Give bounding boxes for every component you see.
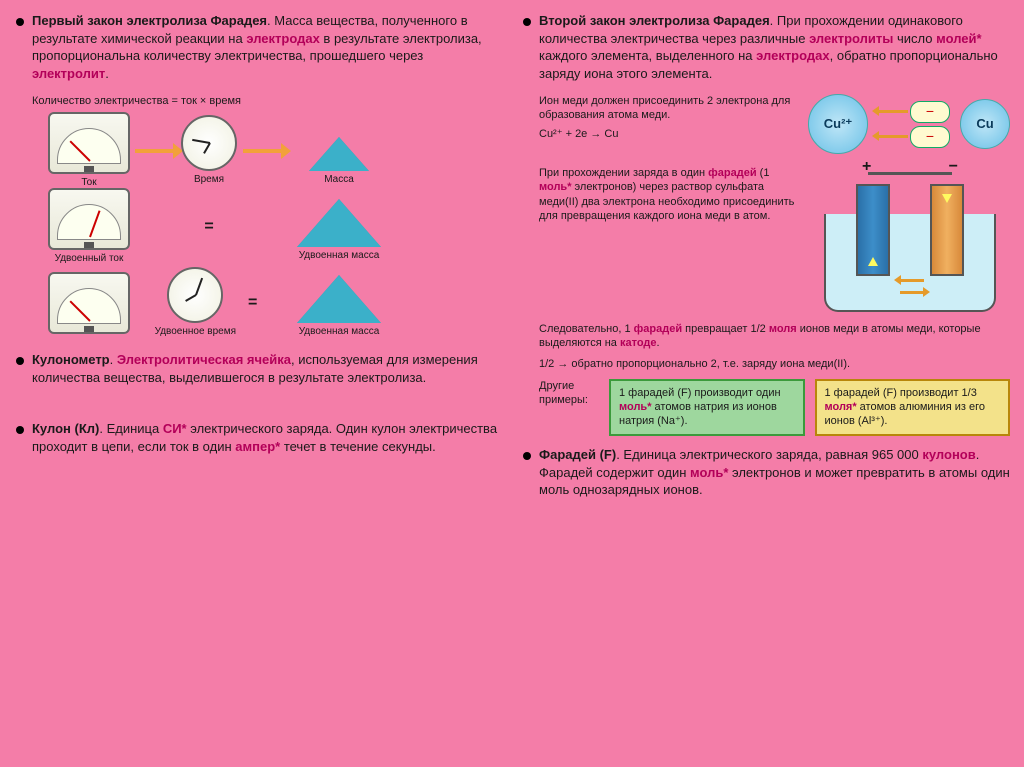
label-double-mass: Удвоенная масса	[299, 249, 380, 263]
example-box-aluminium: 1 фарадей (F) производит 1/3 моля* атомо…	[815, 379, 1011, 436]
charge-paragraph: При прохождении заряда в один фарадей (1…	[539, 166, 802, 223]
cu2plus-ion-icon: Cu²⁺	[808, 94, 868, 154]
coulometer-paragraph: Кулонометр. Электролитическая ячейка, ис…	[32, 351, 503, 386]
ion-text: Ион меди должен присоединить 2 электрона…	[539, 94, 800, 123]
mass-pile-icon	[294, 191, 384, 247]
coulomb-paragraph: Кулон (Кл). Единица СИ* электрического з…	[32, 420, 503, 455]
equals-sign: =	[248, 292, 257, 314]
anode-icon	[930, 184, 964, 276]
label-double-current: Удвоенный ток	[55, 252, 124, 266]
arrow-icon	[878, 110, 908, 113]
cu-atom-icon: Cu	[960, 99, 1010, 149]
electricity-formula: Количество электричества = ток × время	[32, 94, 503, 109]
example-box-sodium: 1 фарадей (F) производит один моль* атом…	[609, 379, 805, 436]
ammeter-icon	[48, 112, 130, 174]
label-double-mass-2: Удвоенная масса	[299, 325, 380, 339]
second-law-paragraph: Второй закон электролиза Фарадея. При пр…	[539, 12, 1010, 82]
bullet-icon	[16, 18, 24, 26]
first-law-paragraph: Первый закон электролиза Фарадея. Масса …	[32, 12, 503, 82]
consequence-paragraph: Следовательно, 1 фарадей превращает 1/2 …	[539, 322, 1010, 351]
ion-diagram: Cu²⁺ − − Cu	[808, 94, 1010, 154]
bullet-icon	[16, 357, 24, 365]
arrow-icon	[900, 279, 924, 282]
bullet-icon	[523, 18, 531, 26]
minus-label: −	[949, 156, 958, 178]
bullet-icon	[16, 426, 24, 434]
examples-label: Другие примеры:	[539, 379, 599, 408]
half-proportional-line: 1/2 → обратно пропорционально 2, т.е. за…	[539, 357, 1010, 371]
cathode-icon	[856, 184, 890, 276]
ammeter-icon	[48, 272, 130, 334]
electron-icon: −	[910, 101, 950, 123]
label-time: Время	[194, 173, 224, 187]
electron-icon: −	[910, 126, 950, 148]
arrow-icon	[135, 149, 175, 153]
clock-icon	[167, 267, 223, 323]
electrolysis-cell-diagram: + −	[810, 166, 1010, 316]
label-double-time: Удвоенное время	[155, 325, 236, 339]
plus-label: +	[862, 156, 871, 178]
ammeter-icon	[48, 188, 130, 250]
faraday-paragraph: Фарадей (F). Единица электрического заря…	[539, 446, 1010, 499]
arrow-icon	[900, 291, 924, 294]
proportionality-diagram: Ток Время Масса	[34, 115, 503, 339]
arrow-icon	[243, 149, 283, 153]
ion-equation: Cu²⁺ + 2e → Cu	[539, 127, 800, 141]
mass-pile-icon	[294, 115, 384, 171]
equals-sign: =	[204, 216, 213, 238]
arrow-icon	[878, 135, 908, 138]
bullet-icon	[523, 452, 531, 460]
label-mass: Масса	[324, 173, 354, 187]
clock-icon	[181, 115, 237, 171]
mass-pile-icon	[294, 267, 384, 323]
